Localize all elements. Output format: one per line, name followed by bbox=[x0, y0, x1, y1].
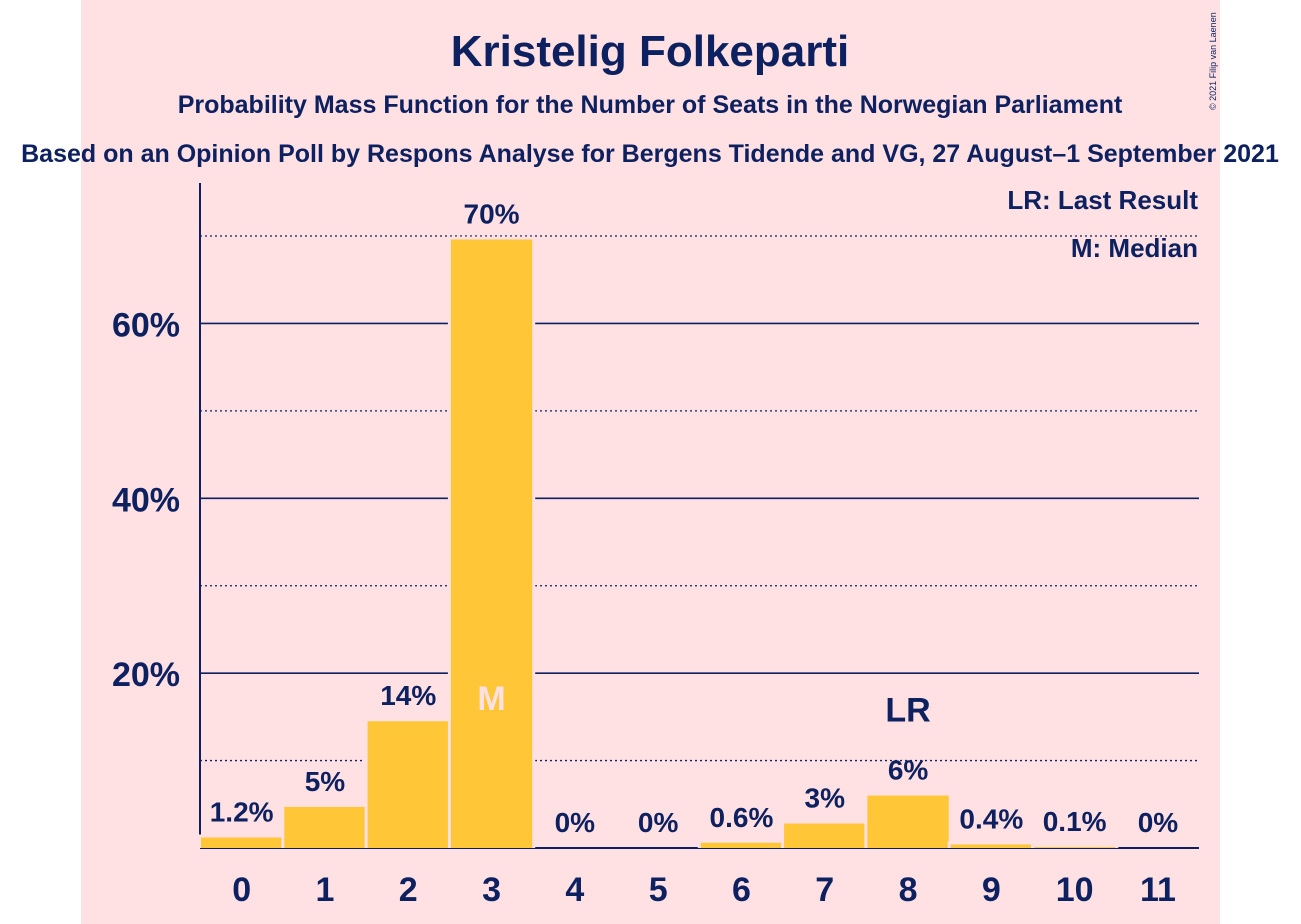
y-tick-label: 20% bbox=[112, 656, 180, 694]
x-tick-label: 3 bbox=[482, 871, 501, 909]
legend-median: M: Median bbox=[1071, 233, 1198, 263]
x-tick-label: 1 bbox=[315, 871, 334, 909]
value-label: 0% bbox=[1138, 807, 1179, 838]
value-label: 0.1% bbox=[1043, 806, 1107, 837]
last-result-marker: LR bbox=[885, 692, 930, 730]
x-tick-label: 5 bbox=[649, 871, 668, 909]
legend-last-result: LR: Last Result bbox=[1007, 185, 1198, 215]
chart-background bbox=[81, 0, 1220, 924]
bar bbox=[367, 721, 449, 848]
chart-subtitle: Probability Mass Function for the Number… bbox=[178, 91, 1123, 119]
x-tick-label: 4 bbox=[565, 871, 584, 909]
gridlines bbox=[199, 183, 1199, 849]
value-label: 0% bbox=[638, 807, 679, 838]
x-tick-label: 2 bbox=[399, 871, 418, 909]
bar bbox=[450, 239, 533, 849]
value-label: 3% bbox=[805, 783, 846, 814]
x-tick-label: 9 bbox=[982, 871, 1001, 909]
y-tick-label: 40% bbox=[112, 481, 180, 519]
value-label: 1.2% bbox=[210, 797, 274, 828]
value-label: 0% bbox=[555, 807, 596, 838]
bar-backdrop bbox=[1031, 844, 1119, 848]
x-tick-label: 6 bbox=[732, 871, 751, 909]
bar bbox=[784, 823, 866, 848]
bar bbox=[867, 795, 949, 848]
y-tick-label: 60% bbox=[112, 306, 180, 344]
value-label: 6% bbox=[888, 755, 929, 786]
credit-text: © 2021 Filip van Laenen bbox=[1208, 12, 1218, 110]
value-label: 0.6% bbox=[710, 802, 774, 833]
x-tick-label: 10 bbox=[1056, 871, 1094, 909]
bar bbox=[1034, 847, 1116, 848]
bars bbox=[198, 236, 1119, 849]
value-label: 70% bbox=[464, 198, 520, 229]
chart-subtitle-poll: Based on an Opinion Poll by Respons Anal… bbox=[21, 140, 1279, 168]
bar bbox=[700, 842, 783, 848]
bar bbox=[950, 844, 1032, 848]
value-label: 14% bbox=[380, 680, 436, 711]
labels: 20%40%60%1.2%05%114%270%3M0%40%50.6%63%7… bbox=[112, 198, 1178, 909]
x-tick-label: 8 bbox=[899, 871, 918, 909]
bar bbox=[201, 837, 283, 848]
x-tick-label: 0 bbox=[232, 871, 251, 909]
x-tick-label: 11 bbox=[1140, 871, 1176, 909]
value-label: 0.4% bbox=[959, 804, 1023, 835]
value-label: 5% bbox=[305, 766, 346, 797]
x-tick-label: 7 bbox=[815, 871, 834, 909]
bar bbox=[284, 806, 366, 848]
chart-title: Kristelig Folkeparti bbox=[451, 27, 850, 76]
median-marker: M bbox=[477, 680, 505, 718]
